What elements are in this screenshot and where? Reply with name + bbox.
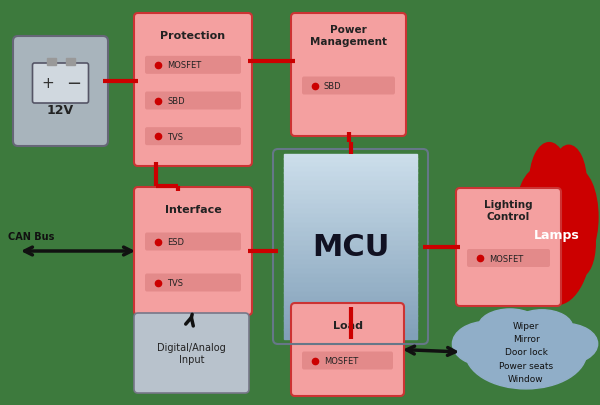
- Text: Interface: Interface: [164, 205, 221, 215]
- Text: ESD: ESD: [167, 237, 184, 246]
- Bar: [284, 320, 417, 325]
- Text: TVS: TVS: [167, 278, 183, 287]
- Bar: [284, 315, 417, 321]
- Bar: [284, 173, 417, 178]
- Ellipse shape: [478, 309, 542, 346]
- Text: SBD: SBD: [324, 82, 341, 91]
- Ellipse shape: [566, 211, 595, 277]
- Bar: [284, 214, 417, 219]
- Text: CAN Bus: CAN Bus: [8, 231, 55, 241]
- Bar: [284, 251, 417, 256]
- Text: Lighting
Control: Lighting Control: [484, 200, 533, 221]
- Text: Load: Load: [332, 320, 362, 330]
- FancyBboxPatch shape: [291, 14, 406, 136]
- Text: Digital/Analog
Input: Digital/Analog Input: [157, 342, 226, 364]
- Ellipse shape: [511, 310, 573, 345]
- Text: MOSFET: MOSFET: [324, 356, 358, 365]
- Ellipse shape: [465, 315, 587, 389]
- FancyBboxPatch shape: [13, 37, 108, 147]
- Bar: [284, 177, 417, 182]
- Ellipse shape: [555, 169, 598, 265]
- Bar: [284, 297, 417, 302]
- FancyBboxPatch shape: [467, 249, 550, 267]
- Bar: [284, 223, 417, 228]
- Bar: [284, 200, 417, 205]
- Bar: [284, 196, 417, 201]
- FancyBboxPatch shape: [302, 77, 395, 95]
- Bar: [284, 279, 417, 284]
- Text: Wiper
Mirror
Door lock
Power seats
Window: Wiper Mirror Door lock Power seats Windo…: [499, 321, 553, 383]
- Bar: [284, 237, 417, 242]
- Ellipse shape: [530, 143, 569, 222]
- Ellipse shape: [531, 324, 598, 364]
- Bar: [284, 191, 417, 196]
- Ellipse shape: [516, 169, 559, 265]
- FancyBboxPatch shape: [145, 92, 241, 110]
- Bar: [284, 182, 417, 187]
- FancyBboxPatch shape: [145, 233, 241, 251]
- FancyBboxPatch shape: [145, 128, 241, 146]
- FancyBboxPatch shape: [32, 64, 89, 104]
- Text: MOSFET: MOSFET: [167, 61, 201, 70]
- Bar: [284, 311, 417, 316]
- Ellipse shape: [518, 209, 549, 279]
- FancyBboxPatch shape: [302, 352, 393, 370]
- Bar: [284, 260, 417, 265]
- Bar: [65, 59, 74, 66]
- Bar: [284, 325, 417, 330]
- FancyBboxPatch shape: [145, 274, 241, 292]
- Bar: [284, 288, 417, 293]
- FancyBboxPatch shape: [145, 57, 241, 75]
- Bar: [284, 168, 417, 173]
- Bar: [284, 219, 417, 224]
- Bar: [284, 186, 417, 192]
- Bar: [284, 154, 417, 159]
- Bar: [284, 306, 417, 311]
- Ellipse shape: [551, 146, 586, 219]
- Bar: [284, 302, 417, 307]
- Bar: [284, 329, 417, 335]
- Text: +: +: [41, 76, 54, 91]
- Text: Protection: Protection: [160, 31, 226, 41]
- FancyBboxPatch shape: [134, 14, 252, 166]
- FancyBboxPatch shape: [134, 313, 249, 393]
- Bar: [284, 232, 417, 238]
- Bar: [284, 334, 417, 339]
- Ellipse shape: [522, 165, 592, 305]
- Text: Power
Management: Power Management: [310, 25, 387, 47]
- FancyBboxPatch shape: [134, 188, 252, 315]
- Bar: [284, 292, 417, 298]
- FancyBboxPatch shape: [456, 189, 561, 306]
- Text: SBD: SBD: [167, 97, 185, 106]
- Bar: [284, 205, 417, 210]
- Ellipse shape: [452, 322, 523, 367]
- Bar: [284, 228, 417, 233]
- Bar: [284, 246, 417, 252]
- Bar: [284, 242, 417, 247]
- FancyBboxPatch shape: [291, 303, 404, 396]
- Text: MCU: MCU: [312, 232, 389, 261]
- Bar: [284, 209, 417, 215]
- Text: Lamps: Lamps: [534, 228, 580, 241]
- Text: −: −: [66, 75, 81, 93]
- Bar: [284, 256, 417, 261]
- Bar: [284, 284, 417, 288]
- Bar: [284, 265, 417, 270]
- Text: MOSFET: MOSFET: [489, 254, 523, 263]
- Bar: [284, 269, 417, 275]
- Text: 12V: 12V: [47, 103, 74, 116]
- Bar: [284, 159, 417, 164]
- Text: TVS: TVS: [167, 132, 183, 141]
- Bar: [284, 163, 417, 168]
- Bar: [47, 59, 56, 66]
- Bar: [284, 274, 417, 279]
